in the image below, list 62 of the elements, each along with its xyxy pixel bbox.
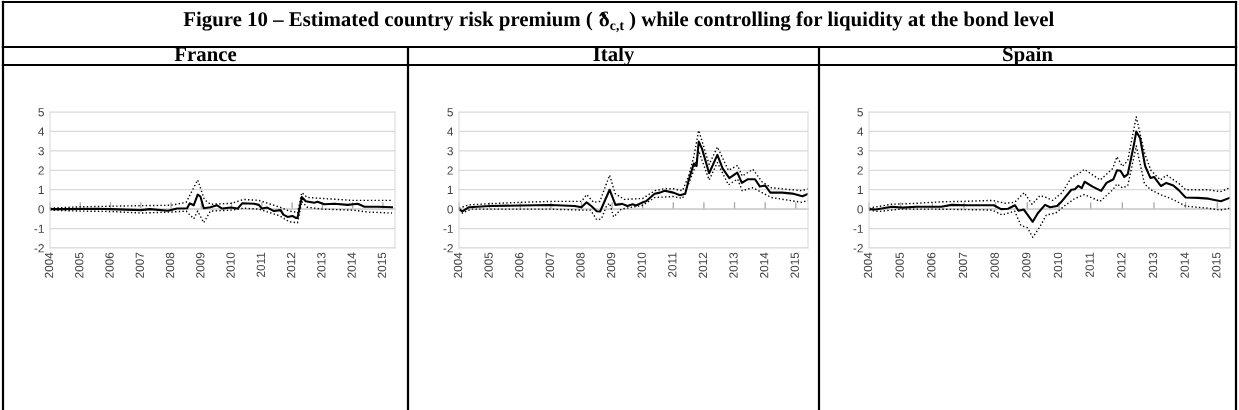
y-tick-label: 1 (447, 185, 453, 194)
x-tick-label: 2015 (377, 252, 387, 278)
x-tick-label: 2012 (286, 252, 296, 278)
x-tick-label: 2015 (1212, 252, 1221, 278)
x-tick-label: 2008 (990, 252, 999, 278)
x-tick-label: 2006 (927, 252, 936, 278)
x-tick-label: 2007 (958, 252, 968, 278)
x-tick-label: 2007 (545, 252, 555, 278)
y-tick-label: -1 (34, 224, 44, 233)
y-tick-label: -2 (443, 244, 453, 253)
x-tick-label: 2014 (759, 252, 769, 278)
x-tick-label: 2006 (515, 252, 524, 278)
x-tick-label: 2009 (606, 252, 616, 278)
x-tick-label: 2011 (1085, 252, 1094, 277)
y-tick-label: 1 (857, 185, 863, 194)
y-tick-label: 0 (38, 205, 44, 214)
x-tick-label: 2014 (1180, 252, 1189, 278)
y-tick-label: -2 (853, 244, 863, 253)
x-tick-label: 2004 (453, 252, 463, 278)
x-tick-label: 2008 (576, 252, 585, 278)
x-tick-label: 2008 (165, 252, 175, 278)
y-tick-label: 0 (447, 205, 453, 214)
x-tick-label: 2004 (44, 252, 54, 278)
y-tick-label: 5 (447, 108, 453, 117)
y-tick-label: -1 (443, 224, 453, 233)
chart-title: Spain (1003, 46, 1053, 66)
x-tick-label: 2005 (895, 252, 904, 278)
x-tick-label: 2014 (347, 252, 356, 278)
x-tick-label: 2010 (637, 252, 646, 278)
y-tick-label: -1 (853, 224, 863, 233)
y-tick-label: 2 (38, 166, 44, 175)
y-tick-label: 4 (857, 127, 864, 136)
x-tick-label: 2011 (668, 252, 677, 277)
x-tick-label: 2007 (135, 252, 144, 278)
x-tick-label: 2011 (256, 252, 266, 277)
x-tick-label: 2013 (729, 252, 738, 278)
y-tick-label: 5 (857, 108, 863, 117)
y-tick-label: 1 (38, 185, 44, 194)
x-tick-label: 2005 (484, 252, 493, 278)
y-tick-label: -2 (34, 244, 44, 253)
x-tick-label: 2012 (698, 252, 708, 278)
y-tick-label: 4 (38, 127, 45, 136)
y-tick-label: 5 (38, 108, 44, 117)
y-tick-label: 2 (447, 166, 453, 175)
chart-title: France (174, 47, 237, 62)
x-tick-label: 2006 (105, 252, 114, 278)
y-tick-label: 3 (857, 146, 863, 156)
y-tick-label: 3 (447, 146, 453, 156)
x-tick-label: 2010 (1053, 252, 1063, 278)
x-tick-label: 2009 (1022, 252, 1031, 278)
x-tick-label: 2004 (863, 252, 873, 278)
x-tick-label: 2009 (196, 252, 205, 278)
x-tick-label: 2015 (790, 252, 799, 278)
x-tick-label: 2013 (317, 252, 326, 278)
x-tick-label: 2010 (226, 252, 235, 278)
y-tick-label: 3 (38, 146, 44, 156)
x-tick-label: 2013 (1148, 252, 1158, 278)
y-tick-label: 2 (857, 166, 863, 175)
x-tick-label: 2012 (1117, 252, 1126, 278)
x-tick-label: 2005 (75, 252, 84, 278)
y-tick-label: 0 (857, 205, 863, 214)
y-tick-label: 4 (447, 127, 454, 136)
